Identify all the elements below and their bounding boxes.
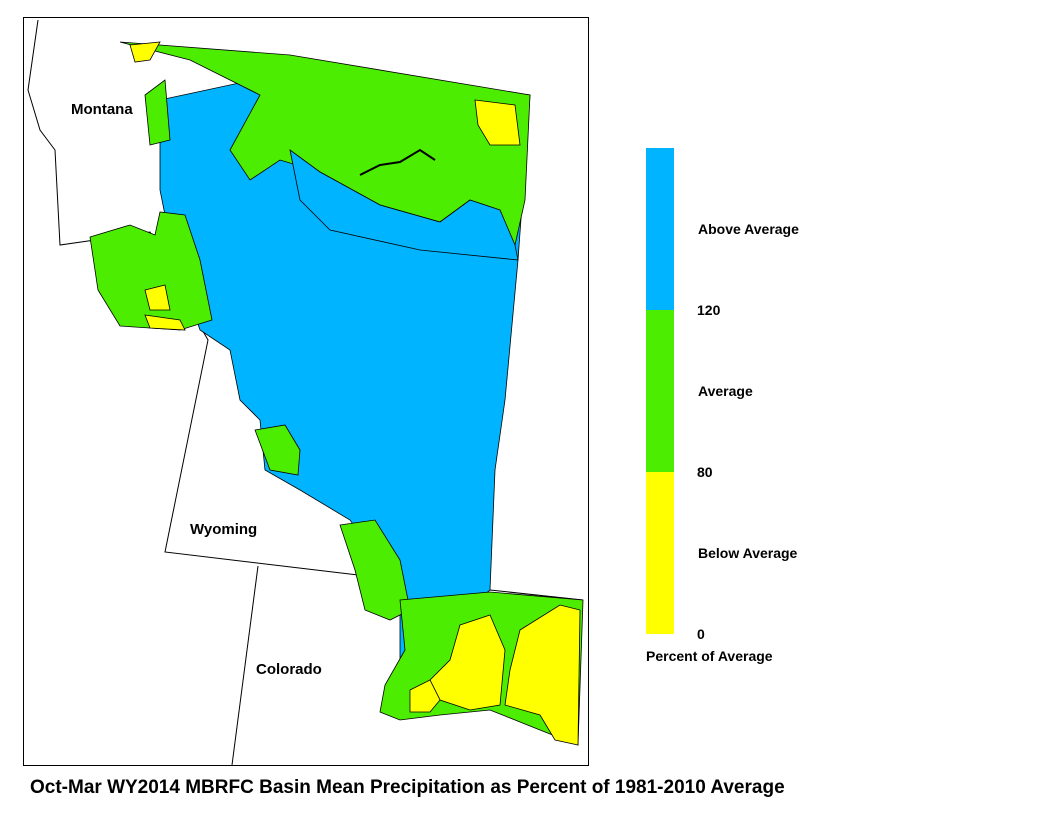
state-label: Montana [71,101,133,118]
river [359,148,436,176]
basin-below [409,679,441,713]
state-label: Colorado [256,661,322,678]
legend-swatch [646,472,674,634]
basins [89,41,584,746]
legend-label: Above Average [698,221,799,237]
basin-below [144,314,186,331]
basin-below [504,604,581,746]
basin-below [129,41,161,63]
basin-below [429,614,506,711]
state-line [231,565,259,766]
legend-label: Average [698,383,753,399]
legend: Above Average Average Below Average 120 80 0 P… [646,148,799,664]
legend-tick-label: 120 [697,302,721,318]
legend-swatch [646,148,674,310]
basin-average [144,79,171,146]
legend-label: Below Average [698,545,798,561]
basin-below [474,99,521,146]
basin-above [289,149,519,261]
basin-average [339,519,411,621]
legend-tick-label: 0 [697,626,705,642]
map-title: Oct-Mar WY2014 MBRFC Basin Mean Precipit… [30,777,785,798]
legend-tick-label: 80 [697,464,713,480]
legend-swatch [646,310,674,472]
legend-title: Percent of Average [646,648,773,664]
state-label: Wyoming [190,521,257,538]
basin-average [254,424,301,476]
basin-below [144,284,171,311]
basin-average [89,211,213,331]
